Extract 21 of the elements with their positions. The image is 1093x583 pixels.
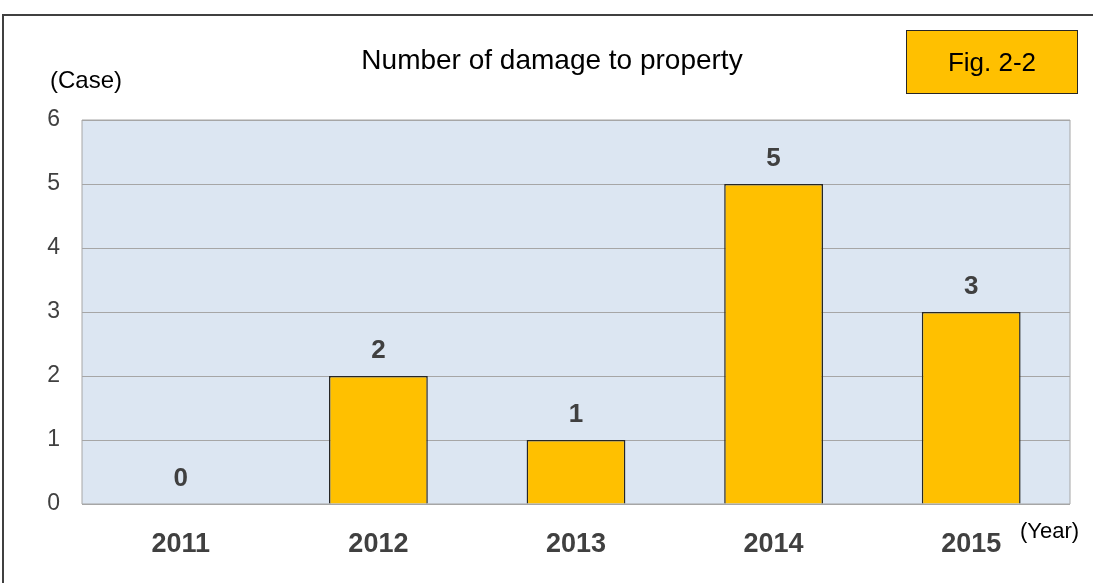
- data-label: 3: [963, 270, 979, 301]
- x-tick-label: 2013: [545, 527, 607, 558]
- x-tick-label: 2011: [151, 527, 211, 558]
- data-label: 1: [568, 398, 584, 429]
- x-axis-title: (Year): [1020, 518, 1080, 544]
- y-axis-title: (Case): [50, 66, 123, 94]
- chart-title: Number of damage to property: [361, 44, 743, 76]
- caption: Fig. 2-2: [906, 30, 1078, 94]
- data-label: 5: [766, 142, 781, 173]
- y-tick-label: 1: [47, 425, 60, 452]
- y-tick-label: 4: [47, 233, 61, 260]
- x-tick-label: 2012: [348, 527, 409, 558]
- x-tick-label: 2015: [941, 527, 1002, 558]
- x-tick-label: 2014: [743, 527, 804, 558]
- y-tick-label: 2: [47, 361, 60, 388]
- y-tick-label: 5: [47, 169, 60, 196]
- data-label: 0: [173, 462, 189, 493]
- y-tick-label: 6: [47, 105, 60, 132]
- data-label: 2: [371, 334, 386, 365]
- y-tick-label: 3: [47, 297, 60, 324]
- y-tick-label: 0: [47, 489, 60, 516]
